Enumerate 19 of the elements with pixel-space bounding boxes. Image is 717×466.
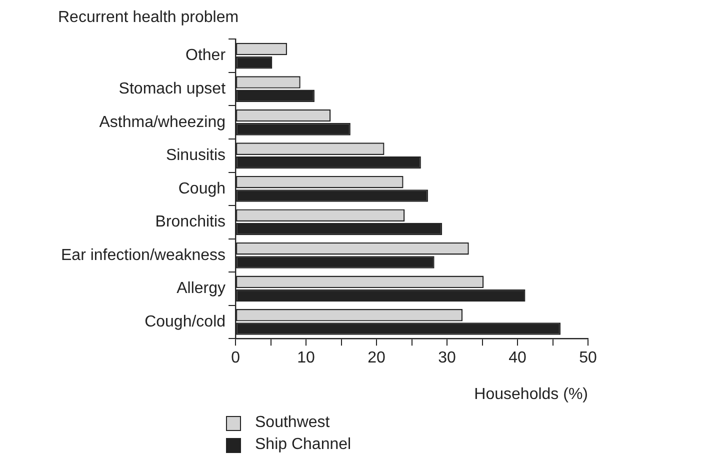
x-tick-label: 10	[297, 350, 316, 367]
y-tick-label: Cough/cold	[144, 313, 226, 330]
x-tick-label: 40	[508, 350, 527, 367]
y-tick-label: Stomach upset	[118, 80, 226, 98]
x-tick-label: 0	[231, 350, 240, 367]
y-tick-label: Other	[186, 47, 226, 64]
x-tick-label: 50	[579, 350, 597, 367]
y-tick-label: Bronchitis	[155, 214, 226, 231]
chart-title: Recurrent health problem	[58, 9, 239, 26]
x-tick-label: 20	[368, 350, 386, 367]
y-tick-label: Cough	[178, 180, 226, 198]
x-axis-title: Households (%)	[474, 386, 588, 403]
y-tick-label: Allergy	[176, 280, 226, 298]
y-tick-label: Asthma/wheezing	[99, 114, 226, 131]
x-tick-label: 30	[438, 350, 456, 367]
legend-label: Southwest	[255, 414, 330, 432]
y-tick-label: Sinusitis	[166, 147, 226, 164]
y-tick-label: Ear infection/weakness	[61, 246, 226, 264]
legend-label: Ship Channel	[255, 436, 352, 454]
